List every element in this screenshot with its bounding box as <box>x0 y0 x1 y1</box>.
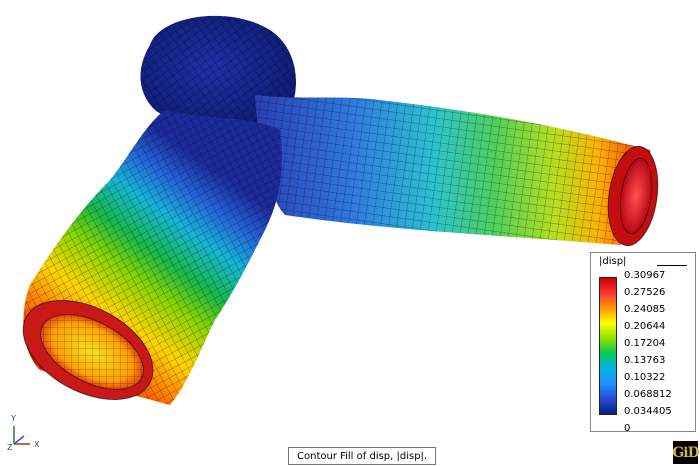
legend-title: |disp| <box>599 256 627 267</box>
gid-logo: GiD <box>672 441 700 464</box>
legend-value: 0 <box>624 423 631 434</box>
status-bar: Contour Fill of disp, |disp|. <box>288 447 437 465</box>
legend-value: 0.24085 <box>624 304 666 315</box>
legend-value: 0.20644 <box>624 321 666 332</box>
legend-value: 0.30967 <box>624 270 666 281</box>
axis-y-label: Y <box>11 414 16 423</box>
legend-color-bar <box>599 277 617 415</box>
right-tube-opening <box>607 145 659 247</box>
legend-value: 0.034405 <box>624 406 672 417</box>
legend-value: 0.17204 <box>624 338 666 349</box>
left-tube-opening <box>22 299 154 401</box>
legend-labels: 0.30967 0.27526 0.24085 0.20644 0.17204 … <box>624 270 694 434</box>
axis-z-label: Z <box>7 443 13 452</box>
legend-title-underline <box>657 265 687 266</box>
legend-value: 0.10322 <box>624 372 666 383</box>
axis-triad-icon <box>13 426 30 445</box>
axis-x-label: X <box>34 440 40 449</box>
legend-value: 0.13763 <box>624 355 666 366</box>
legend-value: 0.27526 <box>624 287 666 298</box>
axis-triad: Y X Z <box>6 412 46 452</box>
right-branch <box>255 95 655 245</box>
color-legend: |disp| 0.30967 0.27526 0.24085 0.20644 0… <box>590 252 696 434</box>
legend-value: 0.068812 <box>624 389 672 400</box>
